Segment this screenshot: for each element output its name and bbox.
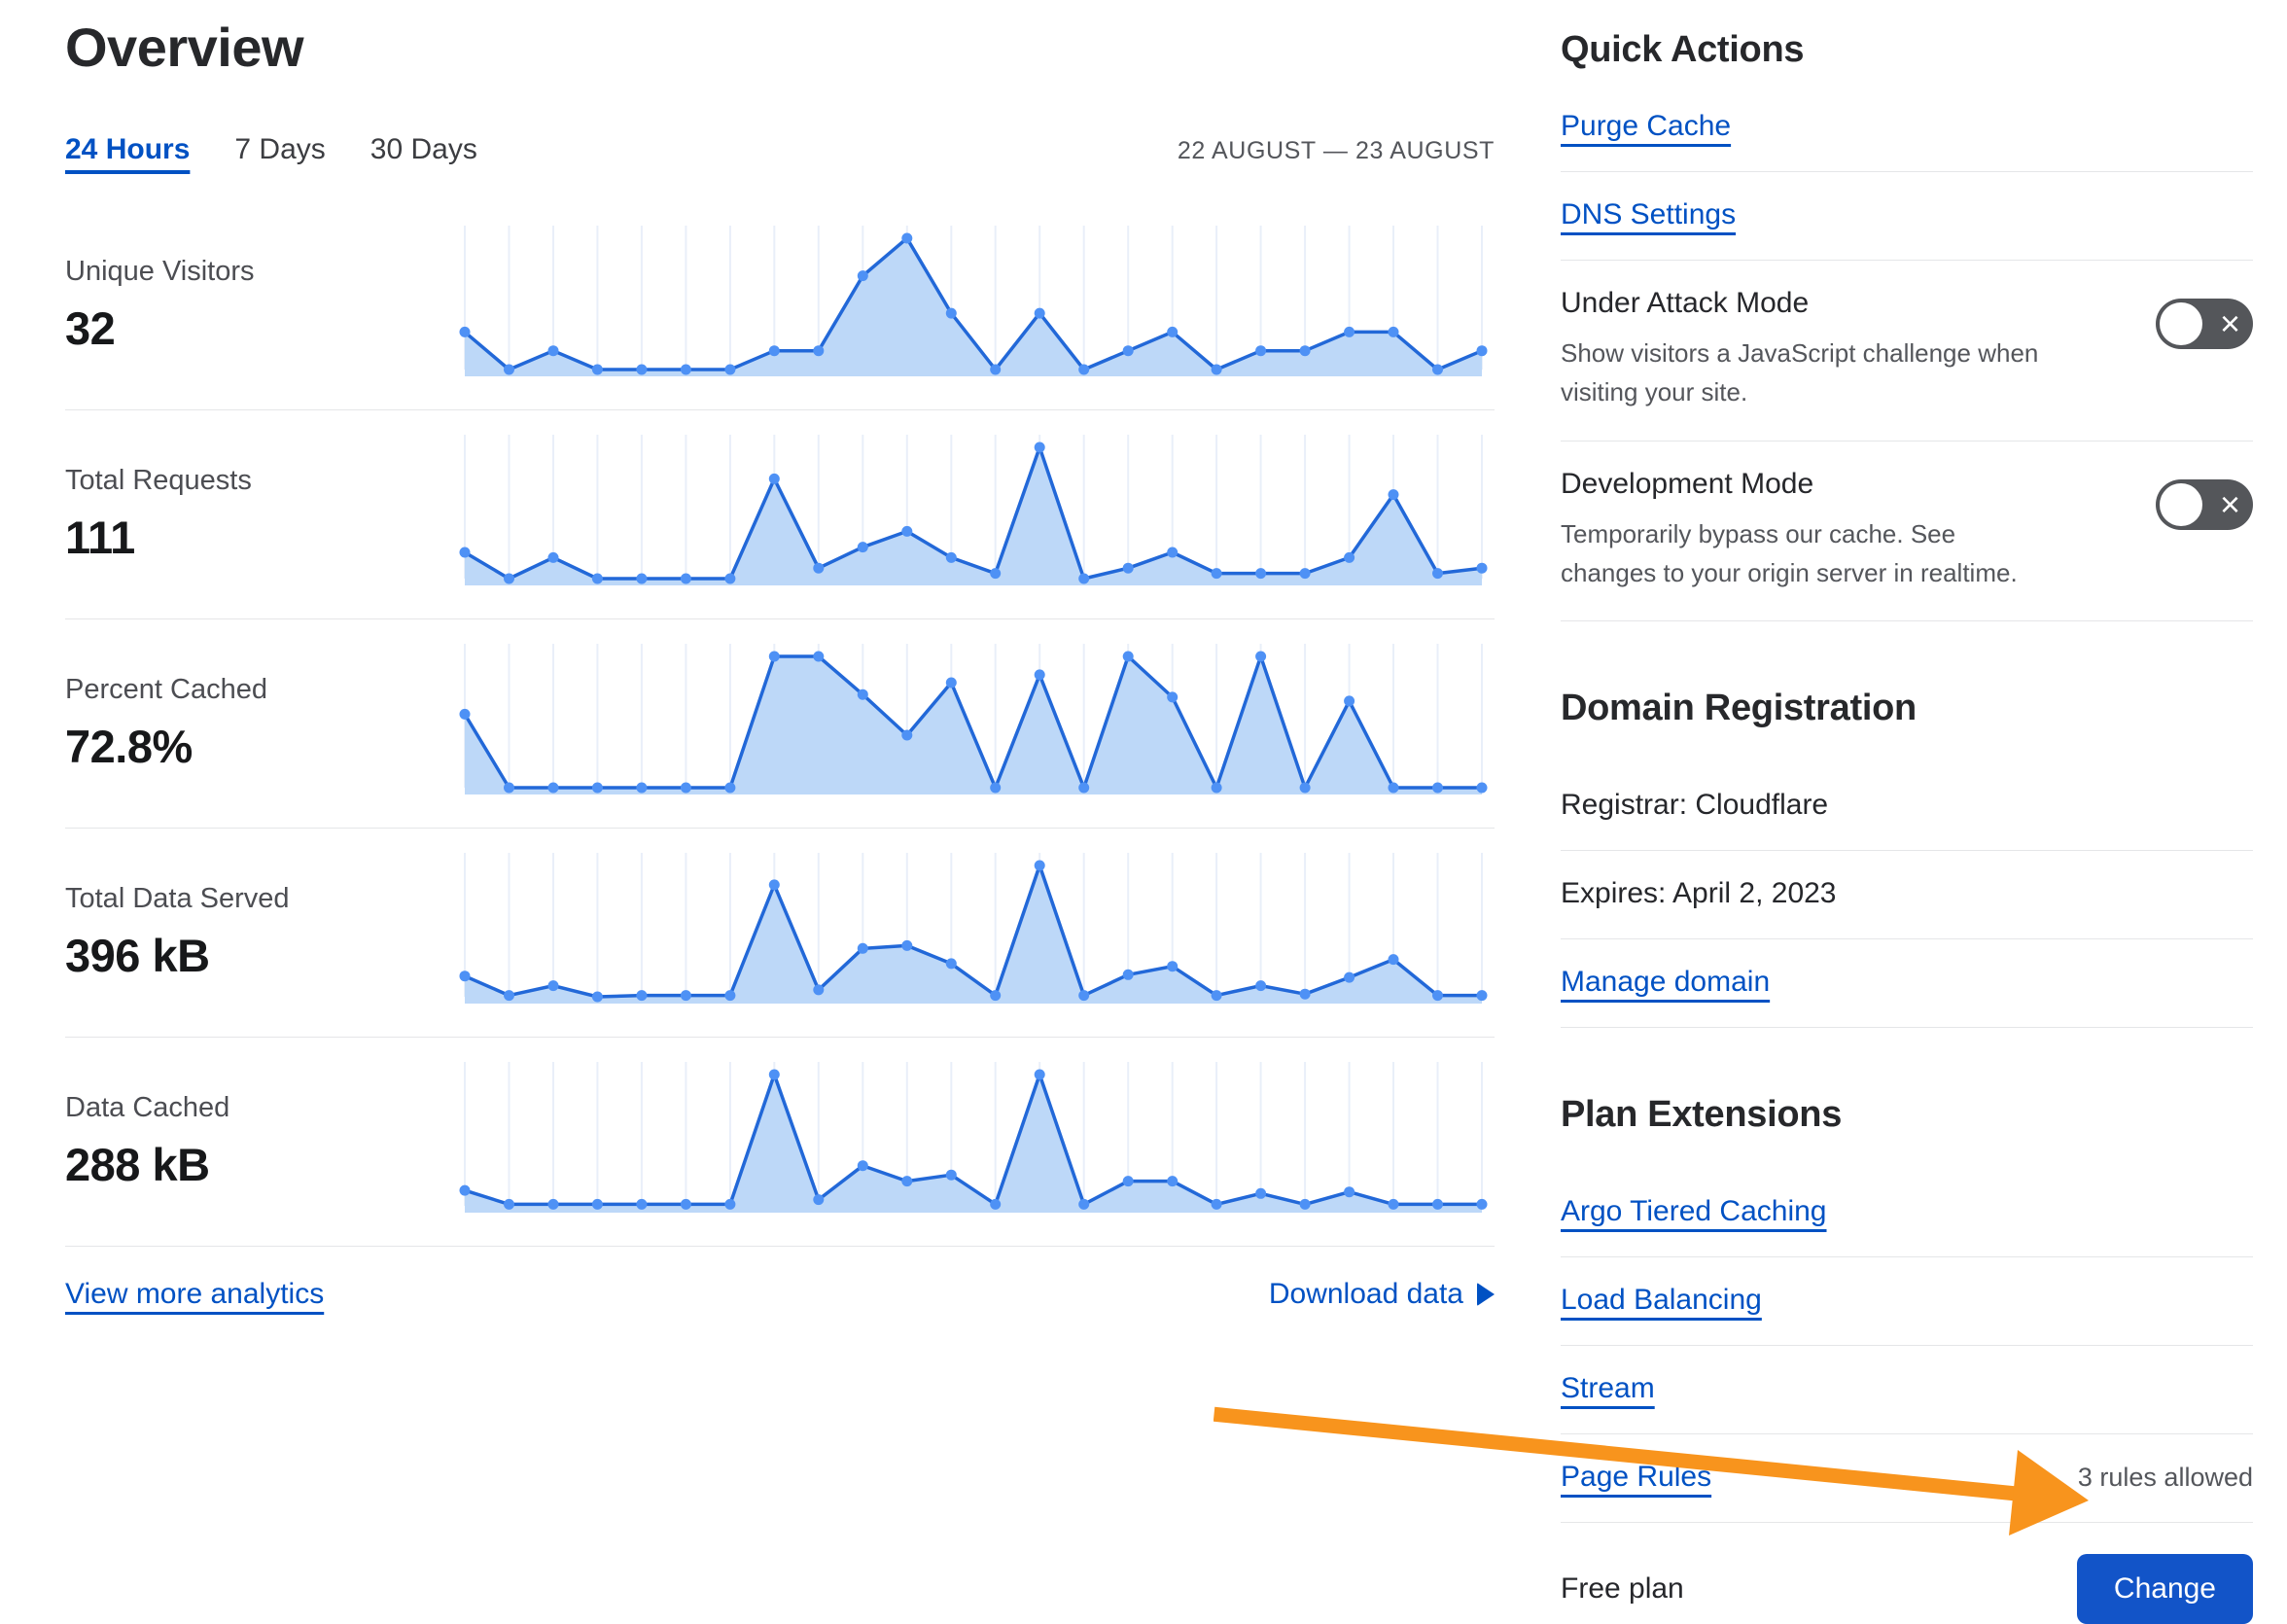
sparkline-total-requests [452, 433, 1495, 596]
metrics-list: Unique Visitors 32 Total Requests 111 Pe… [65, 201, 1495, 1246]
manage-domain-link[interactable]: Manage domain [1561, 966, 1771, 999]
development-mode-row: Development Mode Temporarily bypass our … [1561, 441, 2253, 622]
metric-row-data-cached: Data Cached 288 kB [65, 1037, 1495, 1246]
metric-label: Data Cached [65, 1092, 230, 1123]
page-rules-link[interactable]: Page Rules [1561, 1461, 1712, 1494]
x-icon: × [2219, 483, 2240, 524]
tab-24-hours[interactable]: 24 Hours [65, 133, 191, 165]
time-range-tabs: 24 Hours 7 Days 30 Days [65, 133, 477, 166]
load-balancing-row: Load Balancing [1561, 1257, 2253, 1347]
current-plan-label: Free plan [1561, 1572, 1684, 1606]
overview-panel: Overview 24 Hours 7 Days 30 Days 22 AUGU… [65, 0, 1495, 1311]
x-icon: × [2219, 303, 2240, 343]
metric-label: Unique Visitors [65, 256, 255, 287]
change-plan-button[interactable]: Change [2076, 1554, 2253, 1624]
argo-tiered-caching-row: Argo Tiered Caching [1561, 1169, 2253, 1258]
metric-row-total-data-served: Total Data Served 396 kB [65, 828, 1495, 1037]
metric-value: 396 kB [65, 930, 210, 981]
date-range-label: 22 AUGUST — 23 AUGUST [1177, 137, 1495, 164]
stream-row: Stream [1561, 1346, 2253, 1435]
metric-info: Total Requests 111 [65, 465, 452, 564]
plan-extensions-heading: Plan Extensions [1561, 1094, 1843, 1136]
sparkline-percent-cached [452, 642, 1495, 805]
under-attack-mode-description: Show visitors a JavaScript challenge whe… [1561, 338, 2039, 407]
development-mode-toggle[interactable]: × [2156, 478, 2253, 530]
under-attack-mode-toggle[interactable]: × [2156, 299, 2253, 349]
dns-settings-link[interactable]: DNS Settings [1561, 198, 1737, 230]
domain-registration-heading: Domain Registration [1561, 688, 1917, 729]
toggle-knob [2160, 302, 2202, 345]
under-attack-mode-title: Under Attack Mode [1561, 287, 1810, 319]
plan-row: Free plan Change [1561, 1523, 2253, 1624]
stream-link[interactable]: Stream [1561, 1372, 1655, 1405]
view-more-analytics-link[interactable]: View more analytics [65, 1278, 325, 1310]
development-mode-description: Temporarily bypass our cache. See change… [1561, 518, 2018, 587]
page-rules-allowance: 3 rules allowed [2077, 1462, 2253, 1492]
manage-domain-row: Manage domain [1561, 939, 2253, 1029]
metric-label: Percent Cached [65, 674, 267, 705]
toggle-knob [2160, 482, 2202, 526]
metric-value: 72.8% [65, 721, 193, 772]
metric-label: Total Data Served [65, 883, 290, 914]
metric-value: 111 [65, 512, 135, 563]
development-mode-text: Development Mode Temporarily bypass our … [1561, 468, 2057, 593]
registrar-row: Registrar: Cloudflare [1561, 762, 2253, 852]
under-attack-mode-row: Under Attack Mode Show visitors a JavaSc… [1561, 261, 2253, 441]
metric-info: Total Data Served 396 kB [65, 883, 452, 982]
download-data-label: Download data [1268, 1278, 1463, 1310]
expires-row: Expires: April 2, 2023 [1561, 851, 2253, 940]
dns-settings-row: DNS Settings [1561, 172, 2253, 261]
metric-value: 288 kB [65, 1139, 210, 1190]
tab-7-days[interactable]: 7 Days [234, 133, 326, 165]
purge-cache-row: Purge Cache [1561, 71, 2253, 172]
metric-value: 32 [65, 302, 116, 354]
sparkline-data-cached [452, 1060, 1495, 1223]
metric-row-unique-visitors: Unique Visitors 32 [65, 201, 1495, 409]
load-balancing-link[interactable]: Load Balancing [1561, 1284, 1762, 1317]
play-triangle-icon [1477, 1283, 1495, 1306]
metric-row-total-requests: Total Requests 111 [65, 409, 1495, 618]
analytics-footer: View more analytics Download data [65, 1246, 1495, 1311]
tab-30-days[interactable]: 30 Days [369, 133, 477, 165]
sidebar: Quick Actions Purge Cache DNS Settings U… [1561, 0, 2253, 1624]
metric-info: Percent Cached 72.8% [65, 674, 452, 773]
sparkline-unique-visitors [452, 224, 1495, 387]
page-title: Overview [65, 17, 304, 78]
metric-info: Data Cached 288 kB [65, 1092, 452, 1191]
metric-label: Total Requests [65, 465, 252, 496]
development-mode-title: Development Mode [1561, 467, 1814, 500]
download-data-link[interactable]: Download data [1269, 1278, 1495, 1311]
purge-cache-link[interactable]: Purge Cache [1561, 110, 1732, 142]
under-attack-mode-text: Under Attack Mode Show visitors a JavaSc… [1561, 287, 2057, 412]
sparkline-total-data-served [452, 851, 1495, 1014]
page-rules-row: Page Rules 3 rules allowed [1561, 1434, 2253, 1524]
metric-info: Unique Visitors 32 [65, 256, 452, 355]
quick-actions-heading: Quick Actions [1561, 29, 1805, 70]
metric-row-percent-cached: Percent Cached 72.8% [65, 618, 1495, 828]
time-range-tabs-row: 24 Hours 7 Days 30 Days 22 AUGUST — 23 A… [65, 133, 1495, 166]
argo-tiered-caching-link[interactable]: Argo Tiered Caching [1561, 1195, 1827, 1228]
